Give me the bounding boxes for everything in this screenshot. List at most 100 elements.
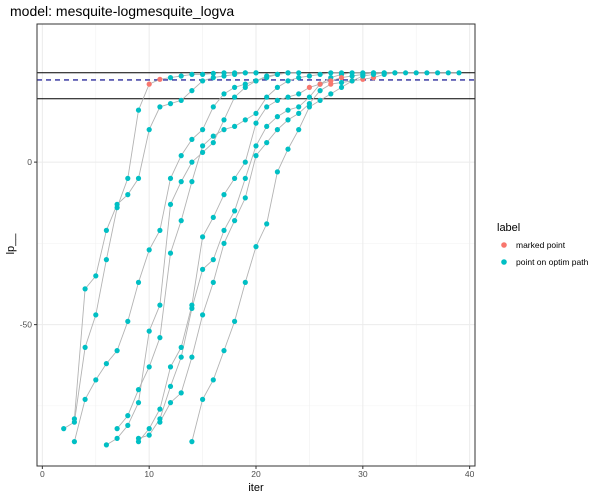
optim-path-point [146,364,152,370]
legend: label marked point point on optim path [497,222,589,267]
optim-path-point [285,78,291,84]
optim-path-point [82,286,88,292]
optim-path-point [167,400,174,406]
optim-path-point [146,426,152,432]
optim-path-point [221,348,227,354]
optim-path-point [200,266,206,272]
optim-path-point [349,78,355,84]
optim-path-point [317,88,323,94]
x-axis-label: iter [248,482,264,494]
optim-path-point [146,127,152,133]
optim-path-point [135,387,142,393]
optim-path-point [210,104,216,110]
optim-path-point [285,107,291,113]
optim-path-point [125,413,131,419]
marked-point [146,81,152,87]
optim-path-point [381,70,387,76]
optim-path-point [157,419,163,425]
optim-path-point [253,78,259,84]
marked-point [317,81,323,87]
optim-path-point [274,71,280,77]
optim-path-point [71,416,77,422]
optim-path-point [221,73,227,79]
optim-path-point [210,279,216,285]
optim-path-point [114,426,120,432]
optim-path-point [360,73,366,79]
optim-path-point [61,426,67,432]
chart-title: model: mesquite-logmesquite_logva [10,3,234,19]
legend-key [501,259,507,265]
y-axis-label: lp__ [5,233,17,255]
optim-path-point [264,94,270,100]
optim-path-point [200,78,206,84]
optim-path-point [135,175,142,181]
optim-path-point [200,312,206,318]
optim-path-point [232,175,238,181]
optim-path-point [232,218,238,224]
optim-path-point [200,396,206,402]
optim-path-point [338,84,345,90]
y-tick-label: 0 [27,157,32,167]
optim-path-point [264,73,270,79]
optim-path-point [125,318,131,324]
optim-path-point [253,70,259,76]
optim-path-point [413,70,419,76]
optim-path-point [274,84,280,90]
optim-path-point [167,101,174,107]
optim-path-point [232,318,238,324]
optim-path-point [242,279,248,285]
optim-path-point [296,75,302,81]
optim-path-point [296,110,302,116]
optim-path-point [274,169,280,175]
optim-path-point [210,75,216,81]
optim-path-point [317,71,323,77]
optim-path-point [232,208,238,214]
optim-path-point [328,70,334,76]
optim-path-point [200,71,206,77]
optim-path-point [232,84,238,90]
optim-path-point [167,75,174,81]
optim-path-point [285,94,291,100]
optim-path-point [264,221,270,227]
optim-path-point [210,377,216,383]
optim-path-point [71,439,77,445]
optim-path-point [306,73,312,79]
marked-point [328,81,334,87]
optim-path-point [125,422,131,428]
optim-path-point [114,348,120,354]
optim-path-point [210,70,216,76]
optim-path-point [178,390,184,396]
optim-path-point [167,383,174,389]
optim-path-point [125,175,131,181]
optim-path-point [403,70,409,76]
optim-path-point [232,71,238,77]
optim-path-point [264,104,270,110]
optim-path-point [157,227,163,233]
optim-path-point [210,140,216,146]
optim-path-point [274,114,280,120]
optim-path-point [221,192,227,198]
optim-path-point [424,70,430,76]
optim-path-point [349,73,355,79]
optim-path-point [146,247,152,253]
optim-path-point [317,97,323,103]
optim-path-point [296,70,302,76]
optim-path-point [178,218,184,224]
optim-path-point [178,179,184,185]
optim-path-point [157,104,163,110]
optim-path-point [221,91,227,97]
optim-path-point [285,117,291,123]
x-tick-label: 30 [358,469,368,479]
optim-path-point [82,344,88,350]
optim-path-point [103,257,109,263]
optim-path-point [93,377,99,383]
legend-label: marked point [516,240,566,250]
optim-path-point [306,104,312,110]
optim-path-point [125,192,131,198]
optim-path-point [178,97,184,103]
x-tick-label: 0 [40,469,45,479]
optim-path-point [242,159,248,165]
optim-path-point [200,149,206,155]
optim-path-point [157,335,163,341]
